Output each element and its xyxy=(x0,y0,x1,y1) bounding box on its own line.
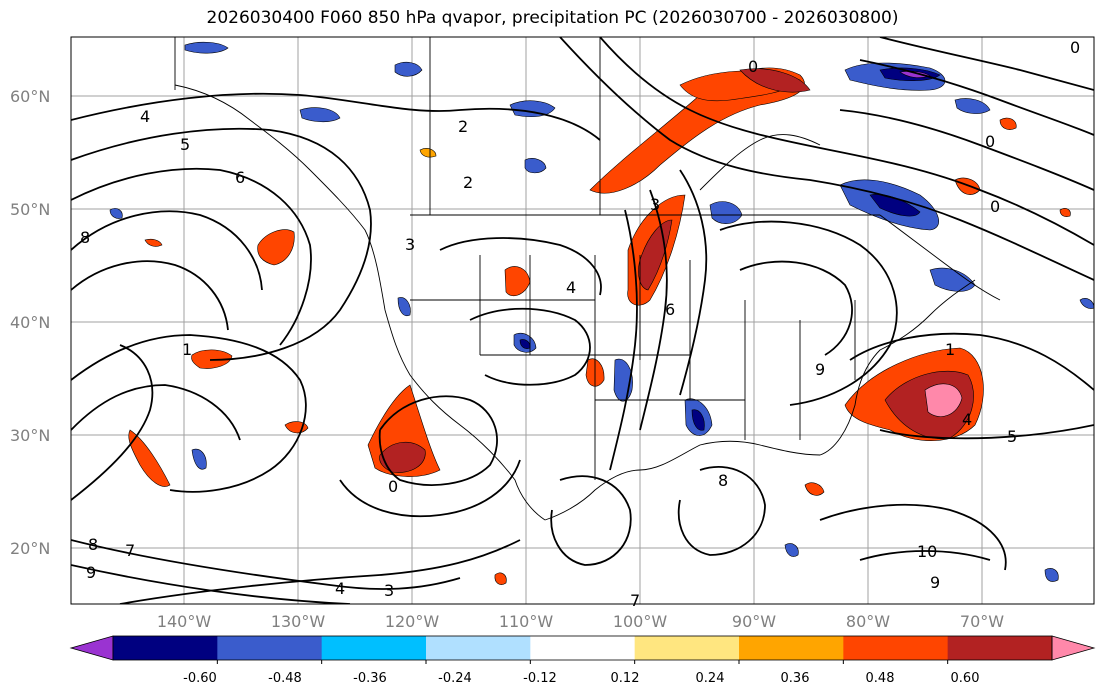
longitude-label: 140°W xyxy=(157,612,212,631)
contour-label: 3 xyxy=(384,581,394,600)
contour-label: 7 xyxy=(125,541,135,560)
contour-label: 4 xyxy=(140,107,150,126)
latitude-axis: 60°N 50°N 40°N 30°N 20°N xyxy=(10,87,50,558)
contour-label: 9 xyxy=(930,573,940,592)
colorbar-swatch xyxy=(634,636,740,660)
map-title: 2026030400 F060 850 hPa qvapor, precipit… xyxy=(206,8,899,28)
map-frame xyxy=(70,36,1095,605)
colorbar-tick-label: 0.12 xyxy=(611,671,640,686)
contour-label: 4 xyxy=(962,410,972,429)
colorbar-swatch xyxy=(321,636,427,660)
longitude-label: 70°W xyxy=(960,612,1004,631)
positive-anomaly-fills xyxy=(128,67,1071,585)
latitude-label: 30°N xyxy=(10,426,50,445)
colorbar-swatch xyxy=(947,636,1053,660)
latitude-label: 40°N xyxy=(10,313,50,332)
colorbar-tick-label: 0.48 xyxy=(866,671,895,686)
colorbar: -0.60 -0.48 -0.36 -0.24 -0.12 0.12 0.24 … xyxy=(69,635,1096,686)
coastlines-and-borders xyxy=(174,37,1001,521)
colorbar-tick-label: 0.24 xyxy=(696,671,725,686)
colorbar-swatch xyxy=(530,636,636,660)
colorbar-tick-label: -0.48 xyxy=(268,671,302,686)
colorbar-swatches xyxy=(69,635,1096,664)
longitude-label: 110°W xyxy=(499,612,554,631)
contour-label: 1 xyxy=(945,340,955,359)
contour-label: 0 xyxy=(990,197,1000,216)
longitude-label: 120°W xyxy=(385,612,440,631)
colorbar-swatch xyxy=(843,636,949,660)
contour-label: 6 xyxy=(665,300,675,319)
colorbar-tick-label: 0.60 xyxy=(951,671,980,686)
longitude-label: 130°W xyxy=(271,612,326,631)
contour-label: 5 xyxy=(180,135,190,154)
negative-anomaly-fills xyxy=(109,41,1094,582)
longitude-axis: 140°W 130°W 120°W 110°W 100°W 90°W 80°W … xyxy=(157,612,1004,631)
colorbar-tick-label: -0.24 xyxy=(438,671,472,686)
latitude-label: 20°N xyxy=(10,539,50,558)
longitude-label: 80°W xyxy=(846,612,890,631)
longitude-label: 90°W xyxy=(732,612,776,631)
colorbar-frame xyxy=(112,635,1053,661)
latitude-label: 60°N xyxy=(10,87,50,106)
contour-label: 8 xyxy=(80,228,90,247)
colorbar-extend-high xyxy=(1051,635,1096,661)
latitude-label: 50°N xyxy=(10,200,50,219)
contour-label: 0 xyxy=(1070,38,1080,57)
colorbar-tick-label: -0.36 xyxy=(353,671,387,686)
colorbar-swatch xyxy=(426,636,531,660)
colorbar-tick-label: 0.36 xyxy=(781,671,810,686)
colorbar-extend-low xyxy=(69,635,114,661)
contour-label: 5 xyxy=(1007,427,1017,446)
contour-label: 2 xyxy=(458,117,468,136)
contour-label: 9 xyxy=(815,360,825,379)
colorbar-tick-label: -0.12 xyxy=(523,671,557,686)
longitude-label: 100°W xyxy=(613,612,668,631)
contour-label: 8 xyxy=(718,471,728,490)
map-area xyxy=(71,37,1094,604)
contour-label: 3 xyxy=(650,195,660,214)
contour-label: 4 xyxy=(566,278,576,297)
contour-label: 0 xyxy=(985,132,995,151)
colorbar-tick-label: -0.60 xyxy=(183,671,217,686)
colorbar-swatch xyxy=(739,636,844,660)
colorbar-swatch xyxy=(113,636,218,660)
contour-label: 9 xyxy=(86,563,96,582)
contour-label: 8 xyxy=(88,535,98,554)
contour-label: 2 xyxy=(463,173,473,192)
contour-label: 6 xyxy=(235,168,245,187)
contour-label: 1 xyxy=(182,340,192,359)
qvapor-contours xyxy=(71,37,1094,604)
map-content xyxy=(71,37,1094,604)
colorbar-swatch xyxy=(217,636,323,660)
contour-label: 0 xyxy=(388,477,398,496)
contour-label: 3 xyxy=(405,235,415,254)
contour-label: 4 xyxy=(335,579,345,598)
contour-label: 10 xyxy=(917,542,937,561)
contour-label: 7 xyxy=(630,591,640,610)
contour-label: 0 xyxy=(748,57,758,76)
colorbar-tick-labels: -0.60 -0.48 -0.36 -0.24 -0.12 0.12 0.24 … xyxy=(183,671,979,686)
contour-labels: 0 2 2 4 5 6 8 3 4 6 1 3 0 1 4 5 9 8 7 4 … xyxy=(80,38,1080,610)
